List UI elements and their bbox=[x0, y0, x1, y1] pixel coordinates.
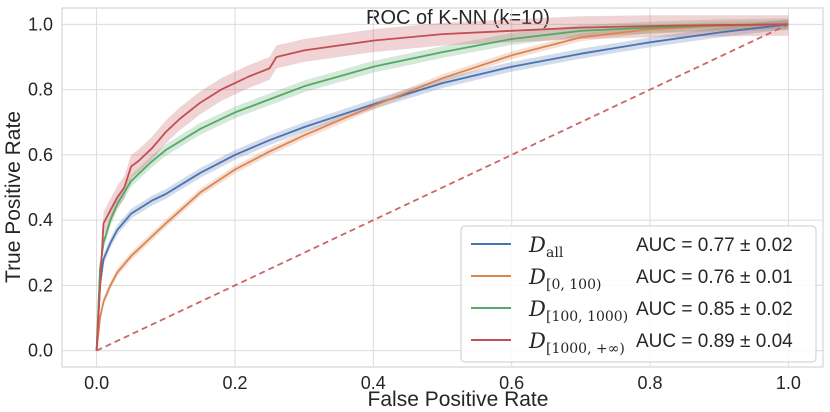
y-tick-label: 0.6 bbox=[28, 145, 53, 165]
chart-title: ROC of K-NN (k=10) bbox=[366, 7, 550, 29]
y-axis-ticks: 0.0 0.2 0.4 0.6 0.8 1.0 bbox=[28, 14, 53, 360]
line-D_[100,1000) bbox=[95, 23, 789, 351]
x-tick-label: 0.8 bbox=[638, 373, 663, 393]
legend-symbol: D bbox=[528, 297, 546, 321]
reference-line-group bbox=[96, 23, 789, 352]
legend-symbol: D bbox=[528, 329, 546, 353]
band-D_all bbox=[96, 19, 789, 351]
line-D_[1000,+inf) bbox=[95, 23, 789, 351]
legend-subscript: [1000, +∞) bbox=[546, 341, 625, 357]
x-tick-label: 0.0 bbox=[84, 373, 109, 393]
y-tick-label: 1.0 bbox=[28, 14, 53, 34]
x-axis-title: False Positive Rate bbox=[368, 388, 549, 411]
y-tick-label: 0.4 bbox=[28, 210, 53, 230]
legend-auc: AUC = 0.76 ± 0.01 bbox=[636, 267, 793, 288]
band-D_[100,1000) bbox=[96, 18, 789, 351]
line-D_all bbox=[95, 23, 789, 351]
y-tick-label: 0.8 bbox=[28, 80, 53, 100]
confidence-bands bbox=[96, 15, 789, 351]
reference-line bbox=[96, 23, 789, 352]
x-tick-label: 0.4 bbox=[361, 373, 386, 393]
legend-subscript: [100, 1000) bbox=[546, 309, 628, 325]
x-tick-label: 1.0 bbox=[776, 373, 801, 393]
y-tick-label: 0.2 bbox=[28, 275, 53, 295]
legend-auc: AUC = 0.89 ± 0.04 bbox=[636, 331, 793, 352]
legend-auc: AUC = 0.85 ± 0.02 bbox=[636, 299, 793, 320]
legend-box bbox=[460, 225, 817, 363]
legend-symbol: D bbox=[528, 233, 546, 257]
y-axis-title: True Positive Rate bbox=[2, 111, 25, 283]
line-D_[0,100) bbox=[95, 23, 789, 351]
legend-subscript: [0, 100) bbox=[546, 277, 601, 293]
y-tick-label: 0.0 bbox=[28, 341, 53, 361]
legend-subscript: all bbox=[546, 245, 564, 261]
legend-symbol: D bbox=[528, 265, 546, 289]
x-tick-label: 0.6 bbox=[499, 373, 524, 393]
x-axis-ticks: 0.0 0.2 0.4 0.6 0.8 1.0 bbox=[84, 373, 801, 393]
series-lines bbox=[95, 23, 789, 351]
plot-frame bbox=[61, 7, 824, 368]
x-tick-label: 0.2 bbox=[222, 373, 247, 393]
legend-auc: AUC = 0.77 ± 0.02 bbox=[636, 235, 793, 256]
